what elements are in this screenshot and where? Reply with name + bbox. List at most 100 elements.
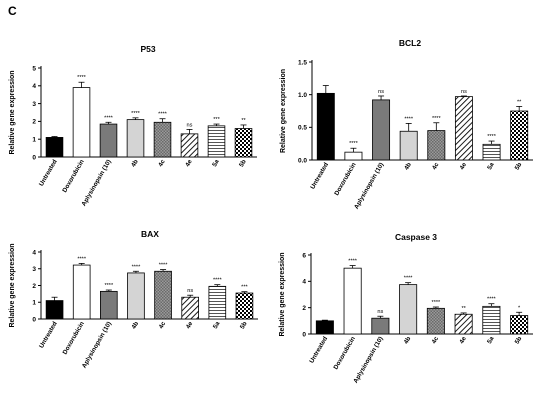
bar — [454, 96, 473, 161]
significance-label: ** — [461, 306, 466, 312]
category-label: 4c — [431, 335, 441, 345]
bar — [482, 305, 501, 335]
y-tick-label: 2 — [32, 283, 36, 290]
y-tick-label: 1.0 — [298, 92, 307, 99]
category-label: Untreated — [308, 335, 329, 364]
y-tick-label: 0 — [32, 154, 36, 161]
bar — [154, 270, 172, 320]
significance-label: ns — [187, 122, 193, 128]
bar — [181, 296, 199, 320]
y-axis-label: Relative gene expression — [9, 243, 16, 327]
category-label: Untreated — [38, 158, 59, 187]
bar — [343, 267, 362, 335]
y-axis-label: Relative gene expression — [9, 70, 16, 154]
bar — [427, 130, 446, 161]
category-label: Untreated — [38, 320, 59, 349]
y-tick-label: 0.5 — [298, 125, 307, 132]
category-label: 4c — [158, 320, 168, 330]
chart-title: BAX — [141, 229, 159, 239]
bar — [153, 121, 172, 158]
category-label: 4b — [130, 320, 140, 330]
significance-label: **** — [348, 259, 358, 265]
significance-label: **** — [404, 276, 414, 282]
category-label: 4b — [403, 335, 413, 345]
bar — [315, 320, 334, 335]
category-label: 4c — [431, 161, 441, 171]
y-tick-label: 4 — [32, 83, 36, 90]
charts-layer: P53 Relative gene expression 0 1 2 3 4 5 Untreat… — [9, 38, 533, 384]
significance-label: **** — [432, 300, 442, 306]
bar — [234, 128, 253, 158]
significance-label: **** — [487, 134, 497, 140]
chart-title: BCL2 — [399, 38, 421, 48]
y-axis-label: Relative gene expression — [280, 69, 287, 153]
bar — [399, 130, 418, 161]
category-label: Aplysinopsin (10) — [352, 336, 384, 385]
y-tick-label: 2 — [32, 119, 36, 126]
panel-letter: C — [8, 4, 17, 18]
category-label: Untreated — [309, 161, 330, 190]
y-tick-label: 0.0 — [298, 157, 307, 164]
category-label: 5b — [514, 335, 524, 345]
significance-label: *** — [213, 117, 220, 123]
bar — [235, 292, 254, 320]
y-axis-label: Relative gene expression — [279, 252, 286, 336]
bar — [72, 87, 91, 158]
category-label: 4c — [157, 158, 167, 168]
category-label: 5a — [212, 320, 222, 330]
category-label: Doxorubicin — [61, 320, 86, 355]
y-tick-label: 1 — [32, 300, 36, 307]
significance-label: **** — [77, 256, 87, 262]
significance-label: ns — [377, 309, 383, 315]
category-label: 4e — [459, 161, 469, 171]
category-label: Doxorubicin — [332, 335, 357, 370]
y-tick-label: 2 — [302, 305, 306, 312]
chart-title: Caspase 3 — [395, 232, 437, 242]
bar — [180, 133, 199, 158]
chart-1: BCL2 Relative gene expression 0.0 0.5 1.0 1.5… — [280, 38, 533, 210]
bar — [316, 92, 335, 161]
significance-label: **** — [131, 111, 141, 117]
bar — [372, 99, 391, 161]
bar — [99, 123, 118, 158]
category-label: 4e — [184, 158, 194, 168]
bar — [510, 315, 529, 335]
category-label: 5b — [239, 320, 249, 330]
category-label: Aplysinopsin (10) — [80, 159, 112, 208]
y-tick-label: 4 — [32, 249, 36, 256]
significance-label: **** — [104, 283, 114, 289]
y-tick-label: 3 — [32, 266, 36, 273]
chart-title: P53 — [140, 44, 155, 54]
category-label: Aplysinopsin (10) — [353, 162, 385, 211]
category-label: Doxorubicin — [61, 158, 86, 193]
y-tick-label: 5 — [32, 65, 36, 72]
category-label: Doxorubicin — [333, 161, 358, 196]
significance-label: **** — [158, 112, 168, 118]
y-tick-label: 3 — [32, 101, 36, 108]
significance-label: **** — [432, 116, 442, 122]
significance-label: ** — [517, 99, 522, 105]
bar — [426, 307, 445, 335]
significance-label: ** — [241, 118, 246, 124]
category-label: 5a — [486, 335, 496, 345]
significance-label: **** — [404, 116, 414, 122]
bar — [72, 264, 91, 320]
category-label: 4b — [403, 161, 413, 171]
category-label: 5a — [211, 158, 221, 168]
category-label: 4b — [130, 158, 140, 168]
bar — [510, 110, 529, 161]
y-tick-label: 0 — [302, 331, 306, 338]
bar — [45, 300, 64, 320]
significance-label: ns — [378, 89, 384, 95]
bar — [126, 119, 145, 158]
significance-label: **** — [77, 75, 87, 81]
y-tick-label: 1 — [32, 137, 36, 144]
bar — [482, 143, 501, 161]
significance-label: **** — [132, 264, 142, 270]
category-label: 4e — [458, 335, 468, 345]
significance-label: **** — [104, 115, 114, 121]
bar — [399, 284, 418, 335]
significance-label: ns — [187, 288, 193, 294]
y-tick-label: 4 — [302, 279, 306, 286]
